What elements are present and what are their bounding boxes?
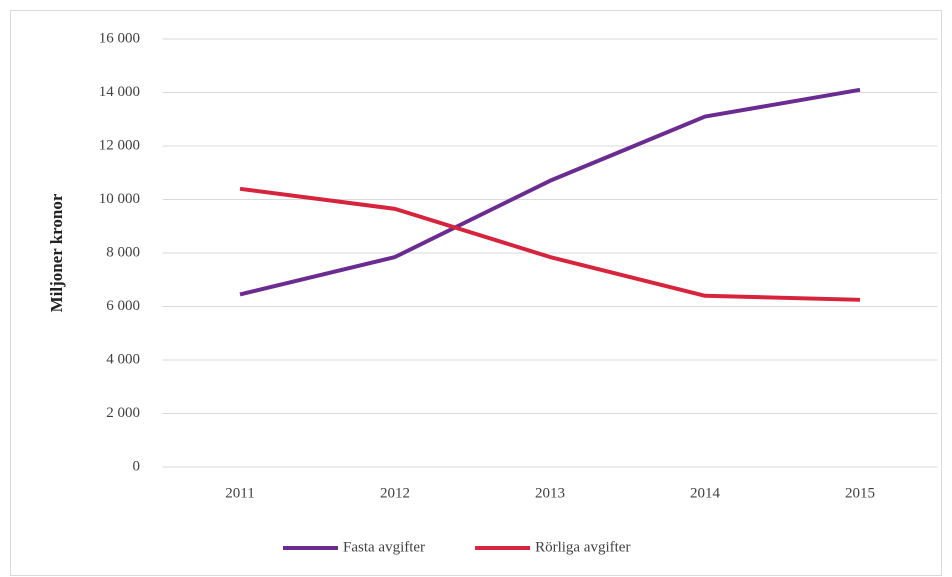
y-tick-label: 4 000: [106, 351, 140, 367]
legend-label: Rörliga avgifter: [535, 539, 630, 555]
legend-label: Fasta avgifter: [343, 539, 425, 555]
data-line: [239, 186, 861, 302]
y-tick-label: 6 000: [106, 298, 140, 314]
y-tick-label: 10 000: [99, 191, 140, 207]
x-tick-label: 2013: [535, 485, 565, 501]
y-tick-label: 0: [133, 458, 141, 474]
y-tick-label: 16 000: [99, 30, 140, 46]
y-tick-label: 14 000: [99, 84, 140, 100]
x-tick-label: 2015: [845, 485, 875, 501]
x-tick-label: 2011: [225, 485, 254, 501]
y-tick-label: 12 000: [99, 137, 140, 153]
data-line: [239, 87, 861, 297]
y-axis-label: Miljoner kronor: [47, 193, 66, 312]
x-tick-label: 2014: [690, 485, 721, 501]
y-tick-label: 2 000: [106, 405, 140, 421]
chart-border: [10, 10, 942, 576]
y-tick-label: 8 000: [106, 244, 140, 260]
x-tick-label: 2012: [380, 485, 410, 501]
